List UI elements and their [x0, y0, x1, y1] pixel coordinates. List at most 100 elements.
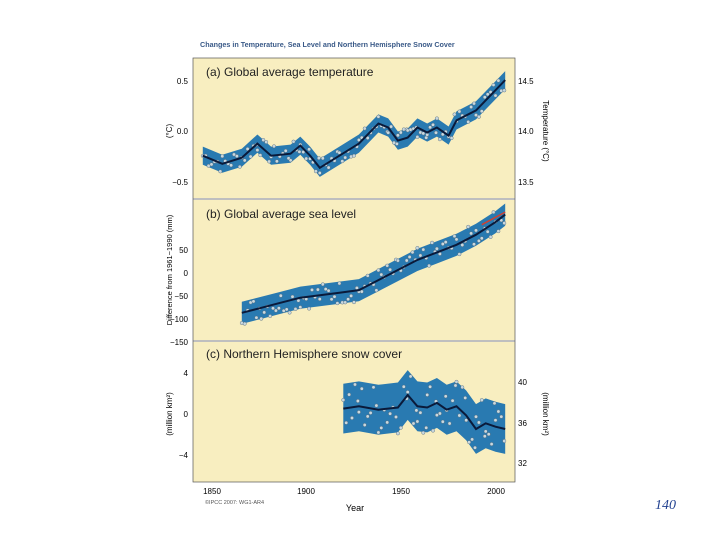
panel-a-data-point	[352, 153, 356, 158]
panel-b-data-point	[496, 229, 501, 234]
panel-c-data-point	[443, 394, 448, 399]
panel-c-data-point	[411, 421, 416, 426]
panel-c-data-point	[388, 411, 392, 416]
panel-a-data-point	[434, 130, 438, 135]
panel-a-data-point	[479, 109, 484, 114]
panel-a-data-point	[437, 137, 442, 142]
panel-a-data-point	[283, 148, 288, 153]
panel-a-data-point	[301, 150, 306, 154]
panel-a-ylabel: (°C)	[165, 124, 174, 139]
panel-c-data-point	[486, 432, 491, 437]
panel-a-ytick-neg0.5: −0.5	[172, 178, 188, 187]
panel-a-rtick-14.5: 14.5	[518, 77, 534, 86]
panel-a-data-point	[313, 169, 318, 174]
panel-c-data-point	[440, 419, 445, 424]
panel-b-data-point	[317, 297, 322, 301]
panel-b-data-point	[365, 273, 370, 278]
panel-a-data-point	[493, 93, 498, 98]
panel-c-data-point	[344, 420, 349, 425]
panel-a-data-point	[261, 138, 266, 142]
panel-b-data-point	[281, 308, 286, 313]
panel-c-data-point	[425, 392, 430, 397]
panel-c-data-point	[421, 430, 426, 435]
panel-a-data-point	[449, 136, 454, 141]
panel-c-data-point	[454, 379, 459, 384]
panel-c-data-point	[414, 408, 419, 413]
panel-b-data-point	[349, 293, 353, 298]
panel-a-data-point	[415, 135, 420, 139]
panel-c-data-point	[482, 434, 487, 439]
panel-c-data-point	[347, 392, 351, 397]
x-axis-label: Year	[346, 503, 364, 513]
panel-b-data-point	[315, 287, 320, 292]
panel-c-data-point	[350, 416, 354, 420]
panel-a-data-point	[218, 169, 223, 174]
panel-b-data-point	[323, 287, 328, 291]
panel-a-data-point	[232, 152, 236, 157]
panel-a-rtick-13.5: 13.5	[518, 178, 534, 187]
panel-b-data-point	[460, 243, 465, 247]
panel-a-data-point	[234, 154, 239, 159]
panel-b-data-point	[430, 240, 434, 245]
panel-c-data-point	[341, 398, 346, 402]
panel-b-data-point	[354, 286, 359, 290]
panel-c-data-point	[371, 385, 376, 390]
panel-b-data-point	[326, 288, 331, 293]
panel-b-data-point	[385, 263, 390, 268]
panel-c-data-point	[457, 413, 462, 418]
panel-b-data-point	[332, 294, 337, 299]
panel-a-data-point	[274, 159, 279, 164]
panel-a-data-point	[304, 156, 309, 161]
panel-b-data-point	[352, 300, 356, 305]
panel-a-title: (a) Global average temperature	[206, 65, 374, 79]
panel-c-data-point	[450, 398, 455, 403]
panel-b-data-point	[502, 221, 507, 226]
panel-a-data-point	[452, 112, 457, 117]
panel-b-data-point	[457, 252, 462, 257]
panel-b-data-point	[479, 236, 484, 241]
panel-c-data-point	[431, 428, 435, 433]
panel-b-background	[193, 200, 515, 340]
xtick-1850: 1850	[203, 487, 221, 496]
panel-b-data-point	[251, 299, 256, 304]
panel-c-ylabel-right: (million km²)	[541, 392, 550, 436]
xtick-1950: 1950	[392, 487, 410, 496]
panel-c-uncertainty-band	[343, 370, 506, 454]
panel-c-data-point	[474, 414, 478, 419]
panel-b-data-point	[395, 258, 400, 263]
panel-b-data-point	[452, 234, 457, 239]
panel-b-data-point	[273, 308, 278, 313]
panel-b-ytick-50: 50	[179, 246, 188, 255]
panel-b-data-point	[427, 263, 431, 268]
panel-b-data-point	[271, 306, 275, 311]
panel-c-data-point	[476, 420, 481, 425]
panel-b-data-point	[407, 255, 412, 259]
panel-a-data-point	[362, 126, 367, 131]
panel-b-data-point	[346, 297, 350, 302]
panel-b-data-point	[472, 242, 476, 247]
panel-c-data-point	[385, 420, 390, 425]
panel-c-data-point	[447, 421, 452, 426]
panel-c-data-point	[365, 414, 370, 419]
panel-b-data-point	[329, 297, 334, 302]
panel-b-data-point	[268, 314, 272, 318]
panel-b-data-point	[474, 228, 478, 233]
panel-c-data-point	[489, 442, 494, 446]
panel-a-data-point	[421, 131, 426, 136]
panel-b-data-point	[284, 307, 289, 312]
panel-a-data-point	[466, 120, 471, 124]
panel-c-data-point	[374, 403, 379, 408]
panel-a-data-point	[340, 159, 345, 164]
panel-a-data-point	[343, 155, 348, 160]
panel-c-data-point	[470, 437, 474, 442]
panel-a-data-point	[291, 139, 296, 144]
panel-c-data-point	[379, 425, 384, 430]
panel-a-data-point	[326, 165, 331, 170]
panel-a-data-point	[428, 125, 432, 130]
panel-b-data-point	[293, 307, 298, 311]
panel-c-data-point	[453, 383, 458, 388]
panel-a-background	[193, 58, 515, 198]
panel-b-data-point	[415, 246, 420, 250]
panel-b-title: (b) Global average sea level	[206, 207, 356, 221]
panel-c-data-point	[359, 386, 364, 391]
